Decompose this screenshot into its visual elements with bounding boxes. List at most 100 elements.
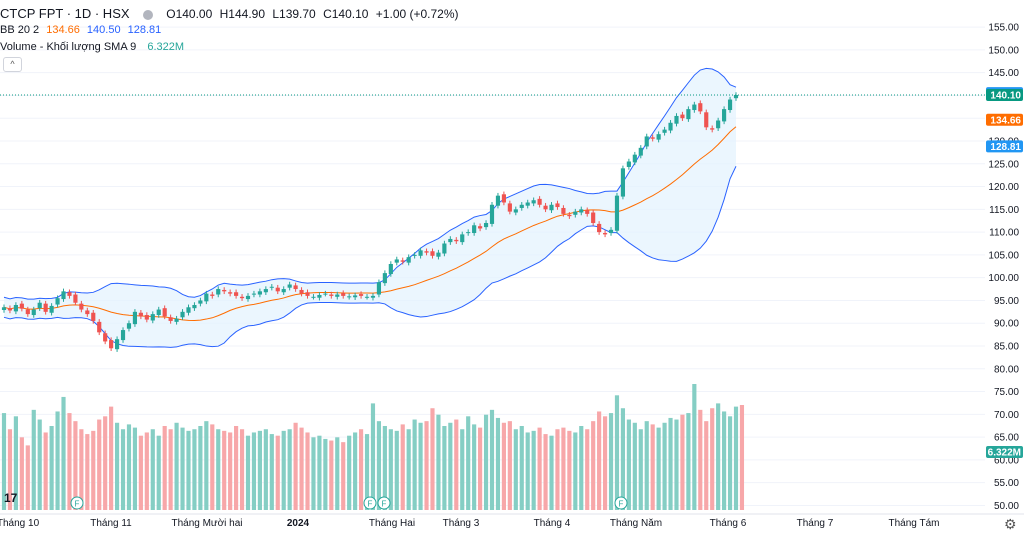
volume-bar [620, 408, 626, 510]
volume-legend[interactable]: Volume - Khối lượng SMA 9 6.322M [0, 41, 188, 53]
candle-body [281, 289, 286, 293]
candle-body [727, 99, 733, 111]
event-marker [363, 496, 377, 510]
candle-body [257, 291, 262, 295]
volume-bar [412, 419, 417, 510]
volume-bar [710, 408, 715, 510]
volume-bar [222, 430, 227, 510]
volume-bar [513, 429, 518, 510]
candle-body [650, 137, 655, 139]
volume-bar [567, 430, 572, 510]
volume-bar [454, 419, 459, 510]
candle-body [668, 122, 673, 131]
volume-bar [347, 435, 352, 510]
time-tick-label: Tháng Hai [369, 518, 415, 529]
volume-bar [13, 416, 18, 510]
candle-body [7, 308, 13, 311]
candle-body [138, 312, 143, 317]
time-tick-label: 2024 [287, 518, 310, 529]
volume-bar [424, 421, 429, 510]
volume-bar [25, 445, 30, 510]
candle-body [347, 296, 352, 298]
candle-body [602, 233, 608, 235]
price-tick-label: 60.00 [994, 455, 1019, 466]
bollinger-legend[interactable]: BB 20 2 134.66 140.50 128.81 [0, 24, 165, 36]
volume-bar [210, 424, 215, 510]
price-tick-label: 155.00 [988, 23, 1019, 34]
candle-body [61, 291, 66, 300]
candle-body [644, 136, 649, 147]
volume-bar [299, 427, 304, 510]
candle-body [162, 308, 167, 317]
vol-label: Volume - Khối lượng SMA 9 [0, 41, 137, 53]
volume-bar [37, 419, 42, 510]
volume-bar [97, 419, 102, 510]
event-marker-label: F [368, 500, 373, 509]
volume-bar [543, 434, 548, 510]
volume-bar [216, 429, 221, 510]
ohlc-change: +1.00 (+0.72%) [375, 7, 459, 21]
volume-bar [680, 414, 685, 510]
candle-body [608, 229, 614, 234]
symbol-title[interactable]: CTCP FPT · 1D · HSX [0, 6, 130, 21]
volume-bar [442, 426, 447, 510]
price-tick-label: 145.00 [988, 68, 1019, 79]
volume-bar [103, 416, 108, 510]
last-price-tag-bg [986, 88, 1023, 101]
volume-bar [61, 396, 66, 510]
candle-body [716, 120, 721, 129]
candle-body [317, 294, 322, 298]
candle-body [674, 115, 679, 124]
candle-body [454, 239, 459, 242]
volume-bar [668, 417, 673, 510]
volume-bar [109, 406, 114, 510]
time-tick-label: Tháng 3 [443, 518, 480, 529]
volume-bar [537, 427, 542, 510]
volume-bar [257, 430, 262, 510]
event-marker [70, 496, 84, 510]
volume-bar [460, 429, 465, 510]
volume-bar [198, 426, 203, 510]
candle-body [733, 94, 739, 99]
candle-body [311, 296, 316, 298]
tradingview-logo[interactable]: 17 [4, 491, 18, 505]
candle-body [358, 294, 364, 296]
time-tick-label: Tháng Năm [610, 518, 662, 529]
volume-bar [293, 422, 298, 510]
volume-bar [727, 416, 733, 510]
volume-bar [436, 414, 441, 510]
eye-icon[interactable] [142, 9, 153, 20]
bb-lower-tag: 128.81 [990, 142, 1021, 153]
candle-body [174, 318, 179, 322]
gear-icon[interactable]: ⚙ [1004, 516, 1017, 532]
candle-body [620, 168, 626, 197]
candle-body [418, 250, 423, 256]
volume-bar [91, 430, 96, 510]
ohlc-close: C140.10 [323, 7, 369, 21]
volume-bar [698, 409, 703, 510]
volume-bar [234, 426, 239, 510]
candle-body [710, 128, 715, 130]
volume-bar [525, 432, 530, 510]
candle-body [305, 292, 310, 296]
volume-bar [317, 435, 322, 510]
candle-body [585, 210, 590, 214]
volume-bar [126, 424, 132, 510]
volume-tag-bg [986, 446, 1023, 458]
volume-bar [287, 429, 292, 510]
volume-bar [716, 403, 721, 510]
volume-bar [519, 426, 524, 510]
volume-bar [400, 424, 405, 510]
volume-bar [674, 419, 679, 510]
time-tick-label: Tháng 10 [0, 518, 40, 529]
candle-body [448, 238, 453, 243]
candle-body [103, 333, 108, 342]
candle-body [37, 302, 42, 309]
candle-body [656, 134, 661, 140]
collapse-legend-button[interactable]: ^ [3, 57, 22, 72]
bb-basis: 134.66 [46, 24, 80, 36]
volume-bar [79, 429, 84, 510]
candle-body [198, 300, 203, 304]
volume-bar [228, 432, 233, 510]
